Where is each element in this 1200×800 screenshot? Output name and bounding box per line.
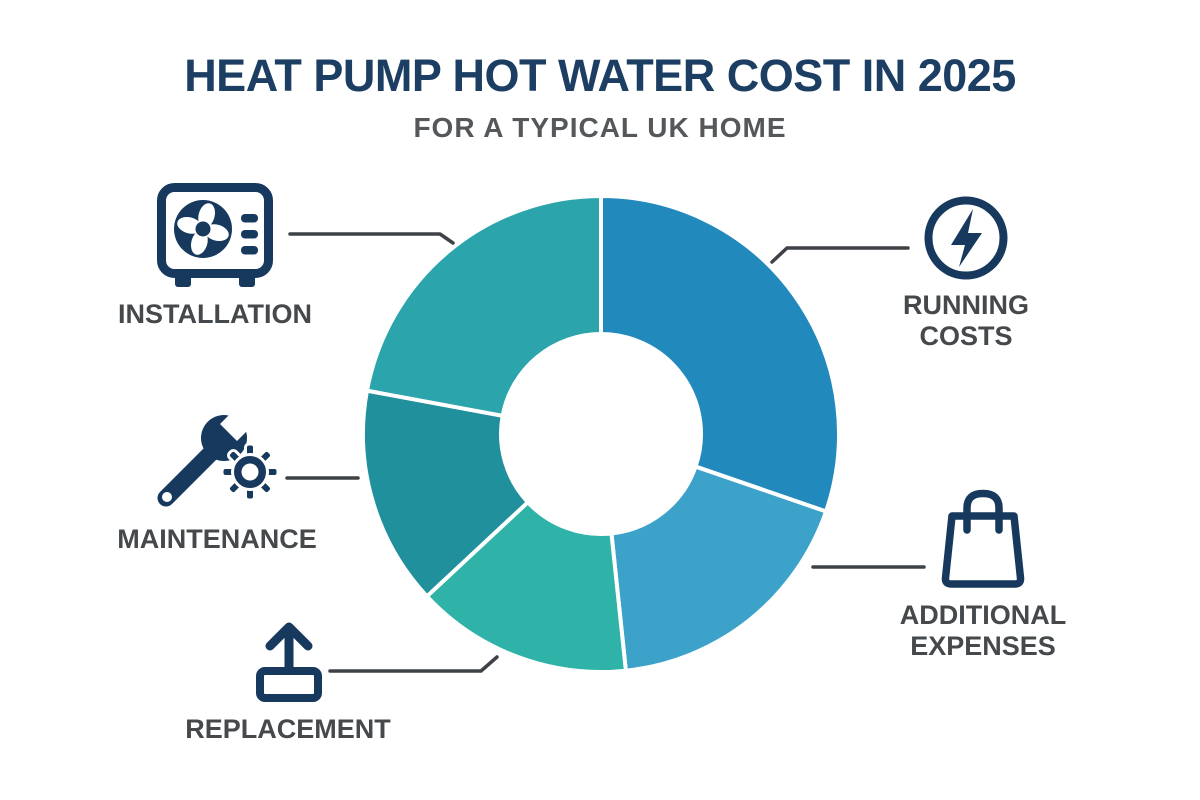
- lightning-bolt-icon: [924, 196, 1008, 280]
- label-additional-expenses: ADDITIONAL EXPENSES: [899, 600, 1067, 661]
- callout-additional-expenses: ADDITIONAL EXPENSES: [883, 488, 1083, 662]
- donut-segment-replacement: [424, 499, 629, 675]
- label-installation: INSTALLATION: [118, 299, 312, 329]
- callout-maintenance: MAINTENANCE: [107, 408, 327, 555]
- label-running-costs: RUNNING COSTS: [903, 290, 1029, 351]
- label-replacement: REPLACEMENT: [185, 714, 391, 744]
- page-title: HEAT PUMP HOT WATER COST IN 2025: [184, 50, 1016, 101]
- donut-chart: [361, 193, 841, 675]
- callout-running-costs: RUNNING COSTS: [881, 196, 1051, 352]
- donut-segment-maintenance: [361, 388, 531, 600]
- callout-installation: INSTALLATION: [105, 183, 325, 330]
- heat-pump-icon: [157, 183, 273, 287]
- page-subtitle: FOR A TYPICAL UK HOME: [413, 112, 787, 143]
- callout-replacement: REPLACEMENT: [178, 620, 398, 745]
- donut-segment-additional-expenses: [609, 464, 829, 673]
- shopping-bag-icon: [941, 489, 1025, 588]
- label-maintenance: MAINTENANCE: [117, 524, 317, 554]
- donut-segment-installation: [364, 193, 603, 419]
- wrench-and-gear-icon: [157, 408, 280, 507]
- upload-arrow-icon: [256, 622, 322, 702]
- donut-segment-running-costs: [599, 193, 841, 515]
